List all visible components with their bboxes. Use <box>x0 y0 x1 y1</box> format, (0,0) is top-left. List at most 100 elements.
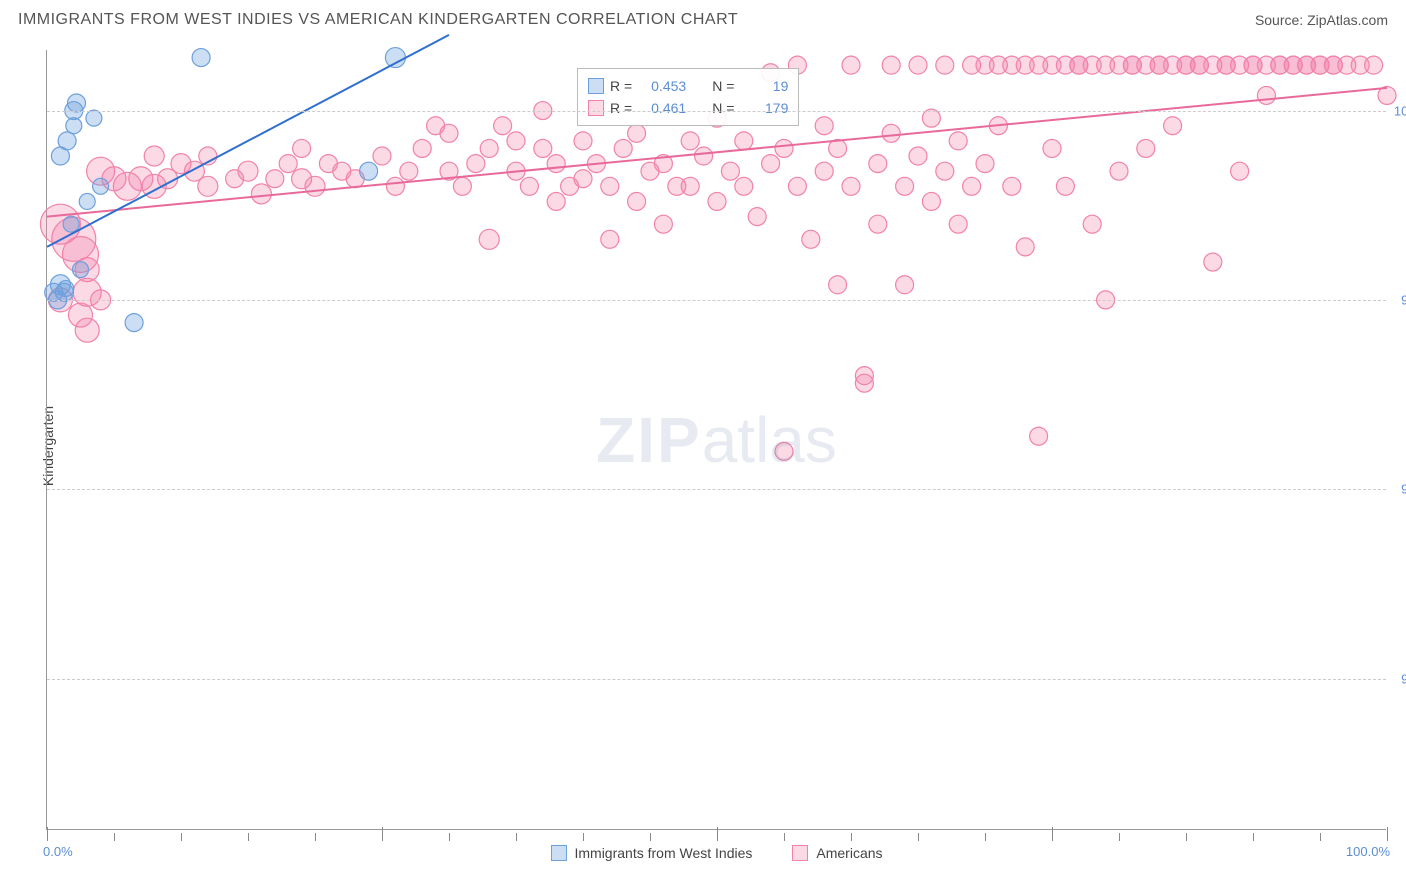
pink-point <box>922 109 940 127</box>
pink-point <box>440 124 458 142</box>
x-tick <box>717 827 718 841</box>
bottom-legend-item: Americans <box>792 845 882 861</box>
bottom-legend: Immigrants from West Indies Americans <box>550 845 882 861</box>
pink-point <box>373 147 391 165</box>
n-label: N = <box>712 75 734 97</box>
x-tick <box>449 833 450 841</box>
x-tick <box>851 833 852 841</box>
source-label: Source: ZipAtlas.com <box>1255 12 1388 28</box>
gridline-h <box>47 679 1386 680</box>
pink-point <box>251 184 271 204</box>
pink-point <box>963 177 981 195</box>
pink-point <box>949 132 967 150</box>
plot-area: ZIPatlas R =0.453N =19R =0.461N =179 Imm… <box>46 50 1386 830</box>
pink-point <box>1204 253 1222 271</box>
pink-point <box>1137 139 1155 157</box>
pink-point <box>721 162 739 180</box>
pink-point <box>547 155 565 173</box>
pink-point <box>869 155 887 173</box>
legend-label: Immigrants from West Indies <box>574 845 752 861</box>
pink-point <box>305 176 325 196</box>
pink-point <box>695 147 713 165</box>
pink-point <box>1030 427 1048 445</box>
pink-point <box>654 215 672 233</box>
r-value: 0.461 <box>638 97 686 119</box>
pink-point <box>266 170 284 188</box>
pink-point <box>520 177 538 195</box>
pink-point <box>896 276 914 294</box>
legend-swatch <box>588 100 604 116</box>
pink-point <box>386 177 404 195</box>
y-tick-label: 97.5% <box>1401 292 1406 307</box>
pink-point <box>788 177 806 195</box>
x-tick <box>181 833 182 841</box>
pink-point <box>855 374 873 392</box>
pink-point <box>909 147 927 165</box>
blue-trendline <box>47 35 449 247</box>
n-value: 179 <box>740 97 788 119</box>
x-tick <box>918 833 919 841</box>
pink-point <box>614 139 632 157</box>
pink-point <box>1016 238 1034 256</box>
pink-point <box>882 124 900 142</box>
r-label: R = <box>610 97 632 119</box>
gridline-h <box>47 300 1386 301</box>
x-tick-label-left: 0.0% <box>43 844 73 859</box>
pink-point <box>547 192 565 210</box>
legend-swatch <box>588 78 604 94</box>
x-tick <box>1119 833 1120 841</box>
blue-point <box>125 314 143 332</box>
x-tick <box>1320 833 1321 841</box>
gridline-h <box>47 489 1386 490</box>
pink-point <box>144 146 164 166</box>
blue-point <box>66 118 82 134</box>
pink-point <box>748 208 766 226</box>
y-tick-label: 95.0% <box>1401 482 1406 497</box>
title-bar: IMMIGRANTS FROM WEST INDIES VS AMERICAN … <box>0 0 1406 40</box>
pink-point <box>708 192 726 210</box>
pink-point <box>829 276 847 294</box>
pink-point <box>735 132 753 150</box>
n-label: N = <box>712 97 734 119</box>
pink-point <box>802 230 820 248</box>
pink-point <box>1365 56 1383 74</box>
blue-point <box>385 48 405 68</box>
legend-swatch <box>550 845 566 861</box>
chart-container: IMMIGRANTS FROM WEST INDIES VS AMERICAN … <box>0 0 1406 892</box>
pink-point <box>293 139 311 157</box>
pink-point <box>1164 117 1182 135</box>
legend-swatch <box>792 845 808 861</box>
blue-point <box>79 193 95 209</box>
pink-point <box>1003 177 1021 195</box>
x-tick <box>1253 833 1254 841</box>
blue-point <box>73 262 89 278</box>
pink-point <box>936 162 954 180</box>
blue-point <box>360 162 378 180</box>
r-value: 0.453 <box>638 75 686 97</box>
blue-point <box>63 216 79 232</box>
chart-title: IMMIGRANTS FROM WEST INDIES VS AMERICAN … <box>18 11 738 29</box>
gridline-h <box>47 111 1386 112</box>
pink-point <box>479 229 499 249</box>
pink-point <box>1231 162 1249 180</box>
pink-point <box>842 177 860 195</box>
x-tick <box>650 833 651 841</box>
pink-point <box>534 139 552 157</box>
pink-point <box>681 177 699 195</box>
y-tick-label: 92.5% <box>1401 671 1406 686</box>
blue-point <box>192 49 210 67</box>
pink-point <box>909 56 927 74</box>
blue-point <box>86 110 102 126</box>
stats-legend-row: R = 0.461 N = 179 <box>588 97 788 119</box>
pink-point <box>601 230 619 248</box>
pink-point <box>628 124 646 142</box>
pink-point <box>896 177 914 195</box>
pink-point <box>75 318 99 342</box>
pink-point <box>775 139 793 157</box>
x-tick <box>1387 827 1388 841</box>
pink-point <box>775 442 793 460</box>
pink-point <box>413 139 431 157</box>
pink-point <box>815 162 833 180</box>
pink-point <box>400 162 418 180</box>
pink-point <box>574 170 592 188</box>
